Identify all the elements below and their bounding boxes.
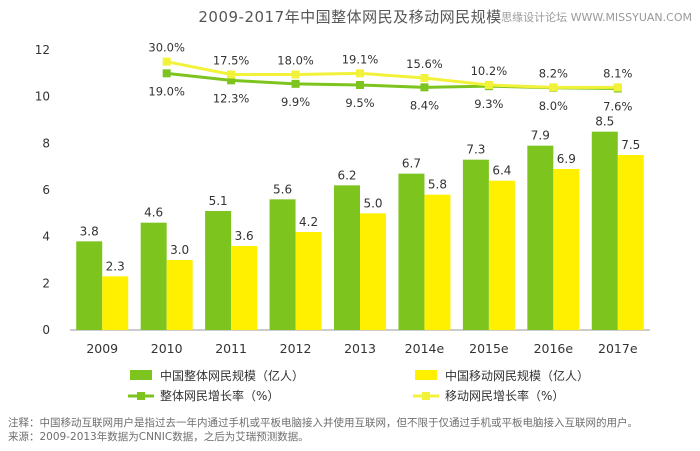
y-tick-label: 4 bbox=[42, 230, 50, 244]
total-growth-label: 12.3% bbox=[213, 91, 250, 105]
bar-total-label: 3.8 bbox=[80, 224, 99, 238]
mobile-growth-label: 17.5% bbox=[213, 54, 250, 68]
bar-mobile-label: 3.6 bbox=[235, 229, 254, 243]
mobile-growth-marker bbox=[162, 57, 171, 66]
bar-total-label: 7.9 bbox=[531, 129, 550, 143]
chart-notes: 注释：中国移动互联网用户是指过去一年内通过手机或平板电脑接入并使用互联网，但不限… bbox=[8, 416, 638, 444]
mobile-growth-label: 10.2% bbox=[471, 64, 508, 78]
bar-total bbox=[591, 131, 618, 330]
x-tick-label: 2017e bbox=[598, 341, 638, 356]
x-tick-label: 2011 bbox=[215, 341, 247, 356]
total-growth-marker bbox=[420, 83, 429, 92]
y-tick-label: 8 bbox=[42, 136, 50, 150]
bar-total-label: 5.1 bbox=[209, 194, 228, 208]
x-tick-label: 2009 bbox=[86, 341, 118, 356]
bar-total bbox=[76, 241, 103, 330]
y-tick-label: 12 bbox=[35, 43, 50, 57]
bar-mobile-label: 6.4 bbox=[492, 164, 511, 178]
mobile-growth-label: 30.0% bbox=[148, 41, 185, 55]
bar-mobile bbox=[488, 180, 515, 330]
legend-mobile-bar-swatch bbox=[415, 370, 437, 380]
legend-total-growth-marker bbox=[137, 392, 145, 400]
mobile-growth-marker bbox=[613, 83, 622, 92]
legend-total-growth-label: 整体网民增长率（%） bbox=[160, 388, 279, 403]
bar-total bbox=[269, 199, 296, 330]
total-growth-label: 8.4% bbox=[410, 98, 439, 112]
bar-mobile bbox=[166, 260, 193, 330]
bar-total bbox=[398, 173, 425, 330]
total-growth-label: 9.9% bbox=[281, 95, 310, 109]
x-tick-label: 2016e bbox=[534, 341, 574, 356]
bar-total-label: 7.3 bbox=[466, 143, 485, 157]
note-source: 来源：2009-2013年数据为CNNIC数据，之后为艾瑞预测数据。 bbox=[8, 431, 309, 443]
chart-title: 2009-2017年中国整体网民及移动网民规模 bbox=[198, 8, 502, 26]
total-growth-label: 9.3% bbox=[474, 97, 503, 111]
bar-total bbox=[527, 145, 554, 330]
y-tick-label: 2 bbox=[42, 276, 50, 290]
bar-mobile bbox=[295, 232, 322, 330]
mobile-growth-marker bbox=[484, 81, 493, 89]
bar-mobile-label: 7.5 bbox=[621, 138, 640, 152]
mobile-growth-marker bbox=[420, 74, 429, 82]
legend-mobile-growth-label: 移动网民增长率（%） bbox=[445, 388, 564, 403]
legend-total-bar-swatch bbox=[130, 370, 152, 380]
x-tick-label: 2012 bbox=[280, 341, 312, 356]
mobile-growth-label: 19.1% bbox=[342, 52, 379, 66]
mobile-growth-label: 8.2% bbox=[539, 66, 568, 80]
x-tick-label: 2013 bbox=[344, 341, 376, 356]
bar-mobile bbox=[360, 213, 386, 330]
x-tick-label: 2014e bbox=[405, 341, 445, 356]
bar-total bbox=[334, 185, 360, 330]
y-tick-label: 0 bbox=[42, 323, 50, 337]
total-growth-marker bbox=[291, 79, 300, 88]
x-tick-label: 2015e bbox=[469, 341, 509, 356]
bar-total bbox=[140, 222, 167, 330]
bar-mobile bbox=[102, 276, 129, 330]
bar-mobile-label: 5.0 bbox=[363, 196, 382, 210]
bar-mobile-label: 2.3 bbox=[106, 259, 125, 273]
bar-total-label: 6.2 bbox=[337, 168, 356, 182]
bar-total-label: 5.6 bbox=[273, 182, 292, 196]
bar-total-label: 4.6 bbox=[144, 206, 163, 220]
mobile-growth-line bbox=[166, 60, 618, 89]
mobile-growth-marker bbox=[227, 70, 236, 79]
y-tick-label: 6 bbox=[42, 183, 50, 197]
bar-total-label: 6.7 bbox=[402, 157, 421, 171]
bar-mobile bbox=[617, 155, 644, 330]
total-growth-label: 19.0% bbox=[148, 84, 185, 98]
total-growth-label: 8.0% bbox=[539, 99, 568, 113]
bar-mobile-label: 5.8 bbox=[428, 178, 447, 192]
legend-total-bar-label: 中国整体网民规模（亿人） bbox=[160, 368, 304, 383]
bar-mobile-label: 6.9 bbox=[557, 152, 576, 166]
total-growth-marker bbox=[356, 81, 364, 89]
bar-mobile bbox=[231, 246, 258, 330]
mobile-growth-marker bbox=[356, 69, 364, 78]
y-tick-label: 10 bbox=[35, 90, 50, 104]
bar-mobile-label: 4.2 bbox=[299, 215, 318, 229]
bar-total-label: 8.5 bbox=[595, 115, 614, 129]
legend-mobile-growth-marker bbox=[422, 392, 430, 400]
bar-mobile bbox=[553, 169, 580, 330]
total-growth-label: 9.5% bbox=[345, 96, 374, 110]
bar-mobile bbox=[424, 194, 451, 330]
mobile-growth-marker bbox=[291, 70, 300, 79]
mobile-growth-marker bbox=[549, 83, 558, 92]
total-growth-label: 7.6% bbox=[603, 100, 632, 114]
note-annotation: 注释：中国移动互联网用户是指过去一年内通过手机或平板电脑接入并使用互联网，但不限… bbox=[8, 417, 638, 429]
bar-total bbox=[205, 211, 232, 330]
bar-mobile-label: 3.0 bbox=[170, 243, 189, 257]
x-tick-label: 2010 bbox=[151, 341, 183, 356]
mobile-growth-label: 8.1% bbox=[603, 66, 632, 80]
legend-mobile-bar-label: 中国移动网民规模（亿人） bbox=[445, 368, 589, 383]
mobile-growth-label: 15.6% bbox=[406, 57, 443, 71]
total-growth-marker bbox=[227, 76, 236, 85]
total-growth-marker bbox=[162, 69, 171, 78]
mobile-growth-label: 18.0% bbox=[277, 54, 314, 68]
watermark: 思缘设计论坛 WWW.MISSYUAN.COM bbox=[501, 11, 692, 24]
bar-total bbox=[462, 159, 489, 330]
